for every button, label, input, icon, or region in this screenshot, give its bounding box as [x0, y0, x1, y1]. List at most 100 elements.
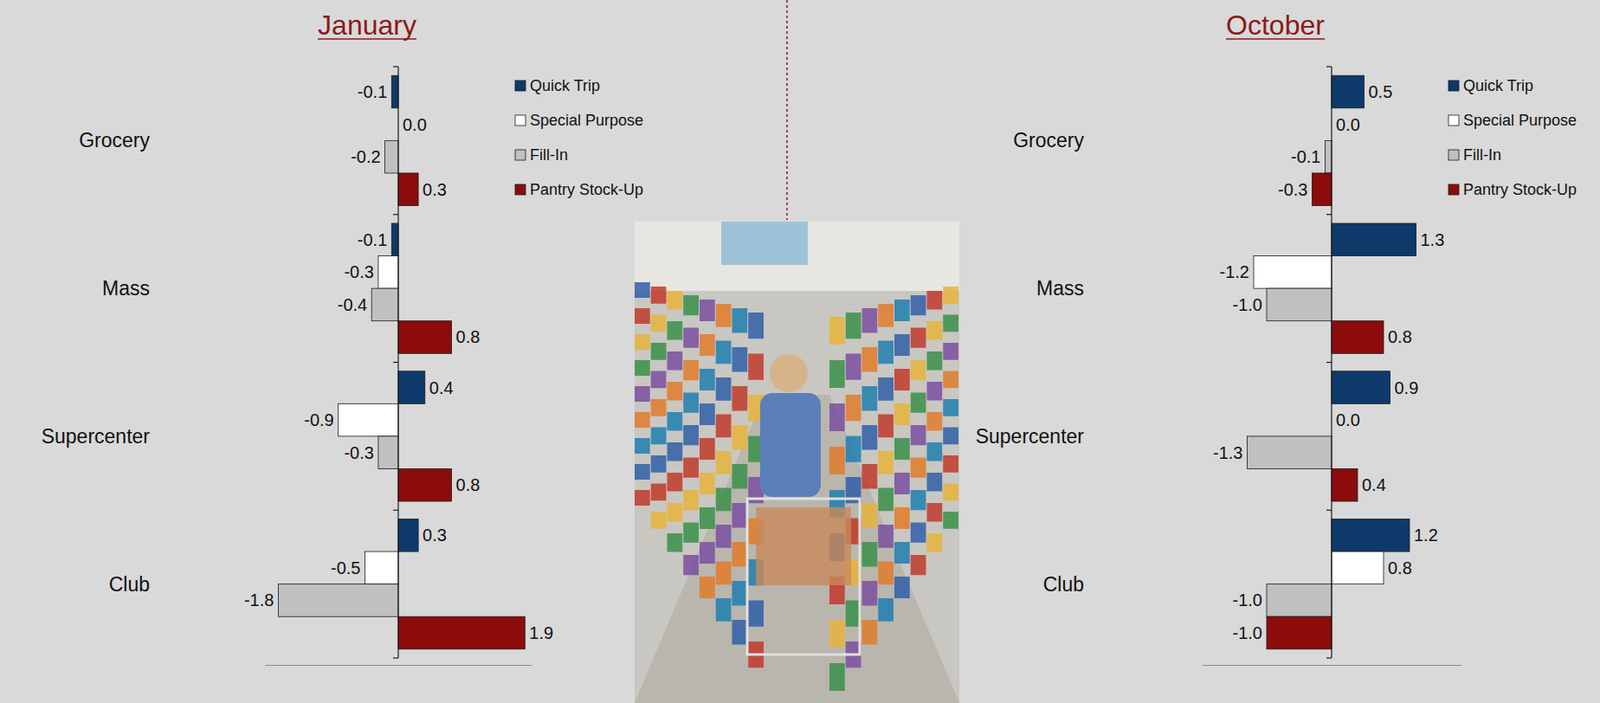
photo-shelf-item [651, 371, 667, 389]
data-label: 0.4 [1361, 475, 1387, 495]
bar [378, 436, 399, 470]
category-label: Grocery [78, 129, 150, 152]
photo-shelf-item [716, 414, 732, 439]
photo-shelf-item [667, 412, 684, 432]
photo-shelf-item [894, 334, 910, 356]
photo-person-head [769, 354, 808, 393]
category-separator [1326, 509, 1332, 511]
background [0, 0, 1600, 703]
photo-shelf-item [910, 490, 927, 510]
photo-shelf-item [732, 347, 749, 373]
photo-shelf-item [894, 472, 910, 495]
data-label: 0.0 [1335, 410, 1361, 430]
photo-shelf-item [732, 425, 749, 451]
photo-cart-goods [755, 507, 852, 586]
photo-shelf-item [862, 464, 878, 490]
photo-shelf-item [894, 438, 910, 460]
photo-shelf-item [862, 619, 878, 646]
value-axis [265, 664, 533, 666]
photo-shelf-item [651, 286, 667, 304]
data-label: 0.5 [1368, 82, 1394, 102]
data-label: 0.3 [422, 180, 447, 200]
photo-shelf-item [634, 412, 651, 428]
photo-shelf-item [716, 488, 732, 512]
photo-shelf-item [651, 399, 667, 417]
photo-shelf-item [862, 347, 878, 373]
bar [398, 518, 419, 552]
data-label: -0.1 [1290, 147, 1321, 167]
photo-shelf-item [829, 403, 846, 432]
photo-shelf-item [651, 342, 667, 361]
legend-label: Pantry Stock-Up [1463, 180, 1577, 199]
bar [1266, 616, 1332, 650]
legend-label: Special Purpose [1463, 111, 1577, 130]
photo-shelf-item [732, 580, 749, 607]
photo-shelf-item [845, 354, 862, 381]
photo-shelf-item [748, 354, 764, 381]
photo-shelf-item [927, 442, 943, 462]
photo-shelf-item [667, 290, 684, 310]
photo-shelf-item [862, 308, 878, 334]
bar [398, 468, 452, 502]
photo-shelf-item [634, 308, 651, 324]
photo-shelf-item [942, 315, 959, 333]
legend-swatch [1448, 149, 1459, 161]
photo-shelf-item [910, 458, 927, 478]
data-label: -0.5 [330, 558, 361, 578]
legend-swatch [1448, 115, 1459, 126]
category-separator [393, 65, 399, 67]
photo-shelf-item [716, 524, 732, 549]
photo-shelf-item [927, 503, 943, 523]
photo-shelf-item [634, 334, 651, 350]
bar [398, 371, 426, 405]
bar [1331, 468, 1358, 502]
bar [1331, 321, 1384, 355]
category-label: Mass [1036, 277, 1084, 300]
photo-shelf-item [667, 472, 684, 492]
data-label: -0.3 [343, 443, 374, 463]
legend-label: Quick Trip [529, 77, 600, 95]
bar [1331, 223, 1417, 257]
photo-shelf-item [683, 360, 699, 381]
photo-shelf-item [942, 427, 959, 446]
photo-shelf-item [942, 342, 959, 361]
photo-shelf-item [910, 393, 927, 413]
photo-shelf-item [699, 334, 716, 356]
photo-shelf-item [877, 598, 894, 622]
photo-shelf-item [877, 414, 894, 439]
photo-shelf-item [699, 299, 716, 322]
photo-shelf-item [894, 507, 910, 530]
photo-shelf-item [667, 503, 684, 523]
bars [277, 75, 525, 650]
photo-shelf-item [829, 360, 846, 388]
photo-shelf-item [732, 503, 749, 529]
data-label: -0.2 [350, 147, 381, 167]
data-label: 0.9 [1394, 378, 1420, 398]
photo-shelf-item [667, 351, 684, 371]
bar [1325, 140, 1333, 174]
legend-swatch [515, 184, 526, 195]
photo-shelf-item [699, 403, 716, 426]
photo-shelf-item [927, 290, 943, 310]
data-label: -1.0 [1232, 295, 1263, 315]
data-label: 1.3 [1420, 230, 1446, 250]
photo-shelf-item [634, 464, 651, 480]
photo-ceiling [634, 221, 960, 291]
data-label: -0.9 [303, 410, 334, 430]
data-label: 0.8 [456, 327, 481, 347]
data-label: -0.3 [1277, 180, 1308, 200]
photo-shelf-item [699, 438, 716, 460]
photo-shelf-item [927, 533, 943, 553]
photo-back [634, 221, 960, 703]
data-label: -0.4 [337, 295, 368, 315]
photo-shelf-item [716, 598, 732, 622]
category-label: Supercenter [975, 425, 1085, 448]
bar [398, 321, 452, 355]
bar [338, 403, 399, 437]
bar [1331, 371, 1391, 405]
photo-shelf-item [927, 412, 943, 432]
photo-shelf-item [927, 351, 943, 371]
bar [371, 288, 399, 322]
photo-shelf-item [683, 458, 699, 478]
bar [378, 256, 399, 290]
